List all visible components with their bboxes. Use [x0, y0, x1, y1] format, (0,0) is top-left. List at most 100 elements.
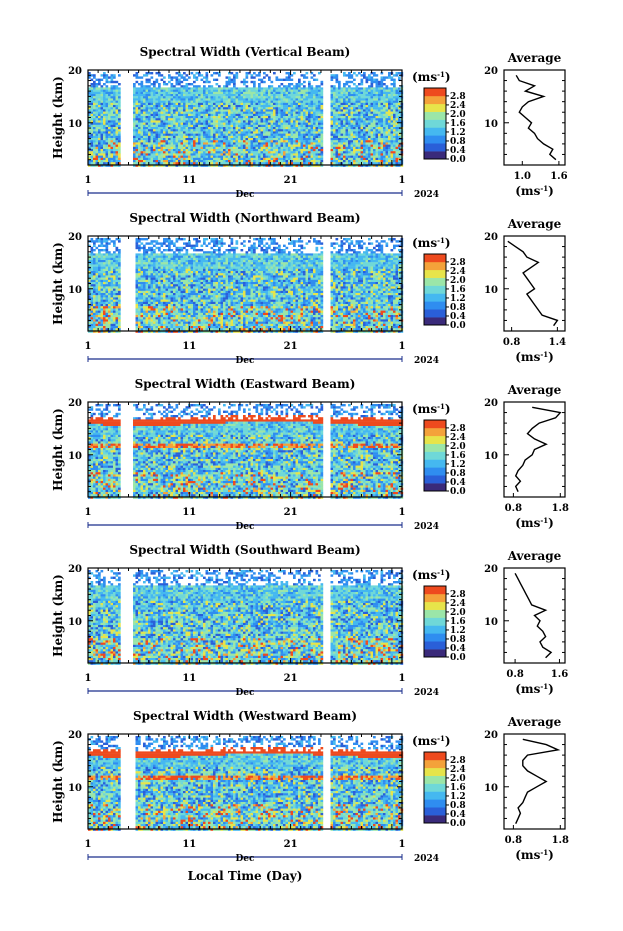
heatmap-cell	[145, 131, 149, 134]
heatmap-cell	[285, 124, 289, 128]
heatmap-cell	[395, 116, 399, 119]
heatmap-cell	[210, 142, 214, 145]
heatmap-cell	[145, 151, 149, 154]
heatmap-cell	[165, 89, 169, 92]
heatmap-cell	[238, 113, 241, 117]
heatmap-cell	[385, 116, 389, 119]
heatmap-cell	[368, 160, 371, 163]
heatmap-cell	[158, 127, 161, 130]
heatmap-cell	[340, 162, 344, 165]
heatmap-cell	[275, 133, 279, 136]
heatmap-cell	[258, 160, 261, 163]
heatmap-cell	[148, 149, 151, 152]
heatmap-cell	[190, 157, 194, 161]
heatmap-cell	[223, 135, 226, 139]
heatmap-cell	[210, 89, 214, 92]
heatmap-cell	[180, 111, 184, 114]
heatmap-cell	[285, 72, 289, 75]
heatmap-cell	[355, 149, 359, 152]
heatmap-cell	[303, 138, 306, 141]
heatmap-cell	[288, 153, 291, 156]
heatmap-cell	[180, 151, 184, 154]
heatmap-cell	[270, 80, 274, 84]
heatmap-cell	[270, 142, 274, 145]
heatmap-cell	[143, 91, 146, 95]
heatmap-cell	[263, 144, 266, 147]
heatmap-cell	[225, 96, 229, 99]
heatmap-cell	[205, 74, 209, 77]
heatmap-cell	[315, 120, 319, 123]
heatmap-cell	[103, 76, 106, 79]
heatmap-cell	[260, 113, 264, 117]
heatmap-cell	[270, 155, 274, 158]
heatmap-cell	[115, 160, 119, 163]
heatmap-cell	[398, 160, 401, 163]
heatmap-cell	[385, 118, 389, 121]
heatmap-cell	[298, 120, 301, 123]
heatmap-cell	[100, 87, 104, 90]
heatmap-cell	[113, 157, 116, 161]
heatmap-cell	[363, 116, 366, 119]
heatmap-cell	[240, 102, 244, 106]
heatmap-cell	[198, 91, 201, 95]
heatmap-cell	[218, 124, 221, 128]
heatmap-cell	[140, 162, 144, 165]
heatmap-cell	[198, 124, 201, 128]
heatmap-cell	[263, 151, 266, 154]
heatmap-cell	[273, 89, 276, 92]
heatmap-cell	[375, 91, 379, 95]
heatmap-cell	[103, 113, 106, 117]
heatmap-cell	[293, 107, 296, 110]
heatmap-cell	[350, 120, 354, 123]
heatmap-cell	[223, 85, 226, 88]
heatmap-cell	[255, 120, 259, 123]
heatmap-cell	[383, 100, 386, 103]
heatmap-cell	[278, 102, 281, 106]
heatmap-cell	[310, 131, 314, 134]
heatmap-cell	[100, 109, 104, 112]
heatmap-cell	[228, 107, 231, 110]
heatmap-cell	[355, 120, 359, 123]
heatmap-cell	[283, 91, 286, 95]
heatmap-cell	[313, 160, 316, 163]
heatmap-cell	[348, 151, 351, 154]
heatmap-cell	[223, 89, 226, 92]
heatmap-cell	[258, 113, 261, 117]
heatmap-cell	[348, 142, 351, 145]
heatmap-cell	[105, 127, 109, 130]
heatmap-cell	[383, 151, 386, 154]
heatmap-cell	[355, 94, 359, 97]
heatmap-cell	[313, 107, 316, 110]
heatmap-cell	[165, 98, 169, 101]
heatmap-cell	[88, 328, 91, 331]
heatmap-cell	[355, 138, 359, 141]
heatmap-cell	[165, 162, 169, 165]
heatmap-cell	[215, 131, 219, 134]
heatmap-cell	[173, 85, 176, 88]
heatmap-cell	[205, 162, 209, 165]
heatmap-cell	[93, 116, 96, 119]
heatmap-cell	[160, 122, 164, 125]
heatmap-cell	[268, 151, 271, 154]
heatmap-cell	[348, 91, 351, 95]
heatmap-cell	[218, 157, 221, 161]
heatmap-cell	[295, 160, 299, 163]
heatmap-cell	[250, 149, 254, 152]
heatmap-cell	[180, 80, 184, 84]
heatmap-cell	[343, 129, 346, 132]
heatmap-cell	[158, 149, 161, 152]
heatmap-cell	[390, 91, 394, 95]
heatmap-cell	[215, 138, 219, 141]
heatmap-cell	[335, 155, 339, 158]
heatmap-cell	[320, 105, 324, 108]
heatmap-cell	[95, 273, 99, 276]
heatmap-cell	[95, 257, 99, 261]
heatmap-cell	[365, 111, 369, 114]
heatmap-cell	[283, 157, 286, 161]
heatmap-cell	[145, 111, 149, 114]
heatmap-cell	[158, 109, 161, 112]
heatmap-cell	[273, 149, 276, 152]
heatmap-cell	[108, 131, 111, 134]
heatmap-cell	[355, 74, 359, 77]
heatmap-cell	[113, 102, 116, 106]
